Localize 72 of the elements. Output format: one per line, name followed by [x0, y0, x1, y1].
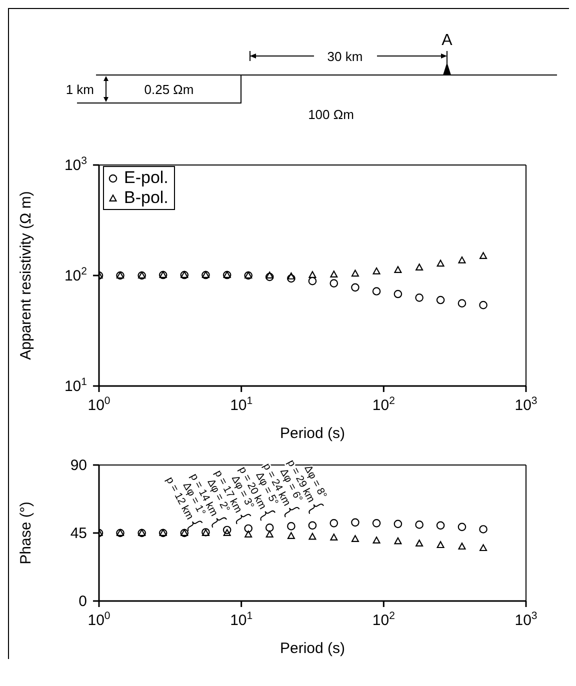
point	[458, 299, 466, 308]
point	[244, 524, 252, 533]
point	[458, 542, 466, 550]
y-axis-title: Apparent resistivity (Ω m)	[17, 191, 34, 360]
point	[330, 270, 338, 278]
point	[287, 274, 296, 283]
text: 0.25 Ωm	[144, 82, 194, 97]
point	[266, 272, 274, 278]
x-tick-label: 10$^{1}$	[230, 395, 253, 414]
x-tick-label: 10$^{3}$	[514, 395, 538, 414]
point	[394, 537, 402, 544]
y-tick-label: 0	[78, 593, 87, 610]
point	[416, 540, 424, 547]
y-axis-title: Phase (°)	[17, 502, 34, 564]
point	[330, 519, 338, 528]
x-tick-label: 10$^{0}$	[88, 610, 110, 629]
text: A	[442, 32, 453, 49]
point	[415, 520, 424, 529]
y-tick-label: 90	[70, 457, 87, 474]
x-axis-title: Period (s)	[280, 425, 346, 442]
point	[351, 535, 359, 542]
point	[265, 272, 274, 282]
point	[372, 519, 381, 528]
point	[222, 526, 232, 534]
y-tick-label: 45	[70, 525, 87, 542]
x-tick-label: 10$^{1}$	[230, 610, 253, 629]
point	[372, 536, 380, 544]
point	[265, 524, 274, 532]
y-tick-label: 10$^{3}$	[64, 155, 88, 174]
y-tick-label: 10$^{2}$	[64, 266, 88, 284]
point	[351, 283, 360, 292]
point	[223, 529, 231, 536]
point	[394, 266, 402, 274]
point	[436, 541, 444, 548]
point	[415, 294, 424, 302]
point	[287, 522, 296, 530]
point	[394, 290, 402, 298]
text: 1 km	[66, 82, 94, 97]
x-axis-title: Period (s)	[280, 640, 346, 657]
x-tick-label: 10$^{0}$	[88, 395, 110, 414]
x-tick-label: 10$^{3}$	[514, 610, 538, 629]
point	[479, 300, 488, 310]
point	[416, 264, 424, 271]
point	[458, 522, 466, 532]
x-tick-label: 10$^{2}$	[372, 610, 396, 629]
legend-label: B-pol.	[124, 188, 168, 208]
point	[308, 271, 316, 278]
point	[244, 530, 252, 538]
point	[266, 530, 274, 538]
point	[394, 520, 402, 528]
point	[436, 260, 444, 267]
legend-label: E-pol.	[124, 168, 168, 188]
y-tick-label: 10$^{1}$	[64, 376, 88, 395]
point	[458, 256, 466, 264]
point	[351, 270, 359, 277]
text: 100 Ωm	[308, 107, 354, 122]
point	[330, 534, 338, 540]
point	[436, 296, 445, 304]
x-tick-label: 10$^{2}$	[372, 395, 396, 414]
point	[287, 532, 295, 539]
point	[351, 518, 360, 527]
point	[480, 252, 488, 259]
point	[480, 544, 488, 552]
point	[308, 521, 317, 530]
point	[287, 272, 295, 280]
point	[436, 521, 445, 530]
point	[308, 532, 316, 540]
point	[372, 287, 381, 296]
text: 30 km	[327, 49, 363, 64]
point	[330, 279, 338, 288]
point	[372, 267, 380, 274]
point	[479, 525, 488, 534]
